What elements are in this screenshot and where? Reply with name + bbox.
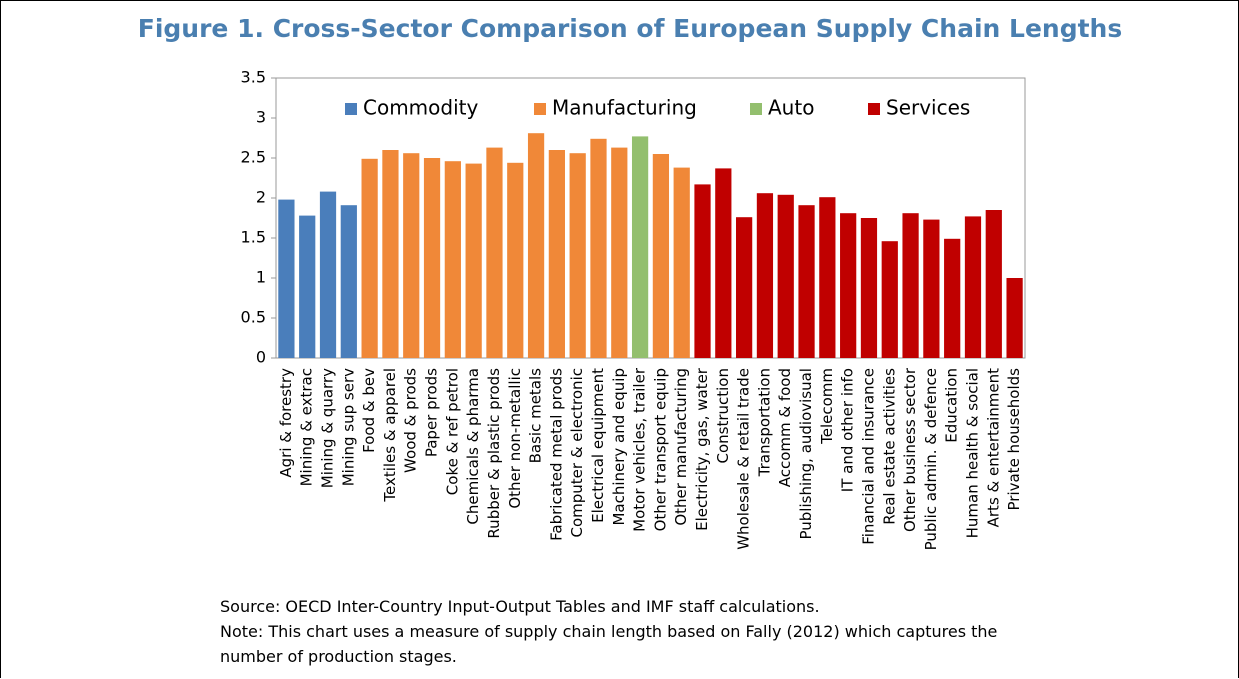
bar	[403, 153, 420, 358]
bar	[465, 163, 482, 358]
bar	[673, 167, 690, 358]
bar	[652, 154, 670, 358]
bar	[840, 213, 857, 358]
x-tick-label: Basic metals	[527, 368, 545, 464]
x-tick-label: Mining & extrac	[298, 368, 316, 486]
x-tick-label: Electricity, gas, water	[693, 367, 711, 531]
x-tick-label: IT and other info	[839, 368, 857, 492]
x-tick-label: Mining sup serv	[339, 368, 357, 486]
x-tick-label: Public admin. & defence	[922, 368, 940, 550]
bar	[507, 162, 524, 358]
legend-label: Auto	[768, 96, 814, 120]
bar	[881, 241, 898, 358]
bar	[923, 219, 940, 358]
note: Note: This chart uses a measure of suppl…	[220, 622, 998, 666]
y-tick-label: 0.5	[241, 308, 266, 327]
bar	[278, 199, 295, 358]
legend-swatch	[868, 103, 880, 115]
notes: Source: OECD Inter-Country Input-Output …	[220, 594, 1020, 669]
source: Source: OECD Inter-Country Input-Output …	[220, 597, 820, 616]
legend-label: Services	[886, 96, 970, 120]
x-tick-label: Publishing, audiovisual	[797, 368, 815, 540]
x-tick-label: Agri & forestry	[277, 368, 295, 478]
x-tick-label: Textiles & apparel	[381, 368, 399, 503]
x-tick-label: Rubber & plastic prods	[485, 368, 503, 539]
bar	[1006, 278, 1023, 358]
bar	[694, 184, 711, 358]
x-tick-label: Paper prods	[423, 368, 441, 457]
legend-label: Manufacturing	[552, 96, 697, 120]
legend-label: Commodity	[363, 96, 478, 120]
y-tick-label: 2.5	[241, 148, 266, 167]
bar	[860, 218, 878, 358]
x-tick-label: Electrical equipment	[589, 368, 607, 523]
legend-swatch	[534, 103, 546, 115]
bar	[985, 210, 1002, 358]
bar	[486, 147, 503, 358]
bar	[819, 197, 836, 358]
bar	[527, 133, 545, 358]
legend-swatch	[750, 103, 762, 115]
x-tick-label: Coke & ref petrol	[443, 368, 461, 495]
bar	[631, 136, 649, 358]
bar	[944, 238, 961, 358]
x-tick-label: Human health & social	[963, 368, 981, 538]
x-tick-label: Real estate activities	[880, 368, 898, 525]
x-tick-label: Telecomm	[818, 368, 836, 445]
x-tick-label: Financial and insurance	[859, 368, 877, 545]
bar	[798, 205, 815, 358]
x-tick-label: Construction	[714, 368, 732, 464]
x-tick-label: Arts & entertainment	[984, 368, 1002, 527]
y-tick-label: 1.5	[241, 228, 266, 247]
y-tick-label: 1	[256, 268, 266, 287]
x-tick-label: Machinery and equip	[610, 368, 628, 526]
chart-title: Figure 1. Cross-Sector Comparison of Eur…	[138, 14, 1122, 43]
x-tick-label: Private households	[1005, 368, 1023, 511]
bar	[777, 194, 794, 358]
y-tick-label: 3	[256, 108, 266, 127]
x-tick-label: Food & bev	[360, 368, 378, 453]
bar	[423, 158, 441, 358]
legend-swatch	[345, 103, 357, 115]
bar	[736, 217, 753, 358]
bar	[964, 216, 982, 358]
y-tick-label: 3.5	[241, 68, 266, 87]
x-tick-label: Wholesale & retail trade	[735, 368, 753, 550]
x-tick-label: Chemicals & pharma	[464, 368, 482, 525]
bar	[382, 150, 399, 358]
y-tick-label: 0	[256, 348, 266, 367]
x-tick-label: Mining & quarry	[319, 368, 337, 488]
bar	[756, 193, 774, 358]
bar	[361, 158, 378, 358]
bar	[569, 153, 586, 358]
bar	[319, 191, 337, 358]
bar	[590, 138, 607, 358]
x-tick-label: Wood & prods	[402, 368, 420, 473]
bar	[715, 168, 732, 358]
x-tick-label: Computer & electronic	[568, 368, 586, 538]
bar	[444, 161, 461, 358]
plot-frame	[275, 77, 1026, 359]
bar	[902, 213, 919, 358]
x-tick-label: Other manufacturing	[672, 368, 690, 526]
bar	[299, 215, 316, 358]
bar	[340, 205, 357, 358]
x-tick-label: Accomm & food	[776, 368, 794, 487]
x-tick-label: Other non-metallic	[506, 368, 524, 509]
x-tick-label: Education	[943, 368, 961, 443]
bar	[548, 150, 565, 358]
x-tick-label: Other transport equip	[651, 368, 669, 531]
x-tick-label: Other business sector	[901, 367, 919, 532]
x-tick-label: Fabricated metal prods	[547, 368, 565, 541]
x-tick-label: Transportation	[755, 368, 773, 477]
y-tick-label: 2	[256, 188, 266, 207]
bar	[611, 147, 628, 358]
x-tick-label: Motor vehicles, trailer	[631, 367, 649, 532]
